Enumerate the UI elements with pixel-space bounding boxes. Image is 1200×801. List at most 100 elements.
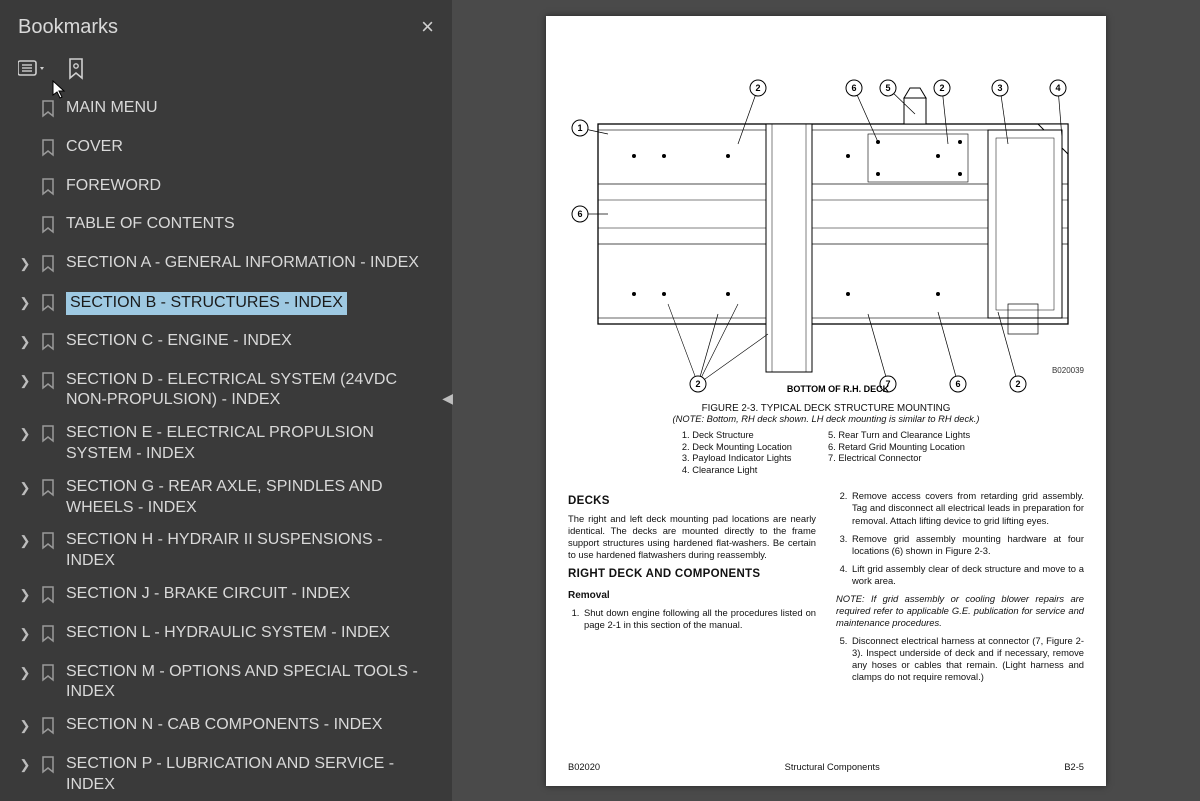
bookmark-label: SECTION E - ELECTRICAL PROPULSION SYSTEM… — [66, 423, 440, 465]
bookmark-label: SECTION M - OPTIONS AND SPECIAL TOOLS - … — [66, 662, 440, 704]
figure-id-code: B020039 — [1052, 366, 1084, 375]
bookmark-label: SECTION L - HYDRAULIC SYSTEM - INDEX — [66, 623, 440, 644]
bookmarks-title: Bookmarks — [18, 16, 118, 39]
chevron-right-icon[interactable]: ❯ — [18, 587, 32, 604]
bookmarks-panel: Bookmarks × MAIN MENU COVER FOREWORD TABLE … — [0, 0, 452, 801]
chevron-right-icon[interactable]: ❯ — [18, 426, 32, 443]
bookmark-item[interactable]: ❯ SECTION A - GENERAL INFORMATION - INDEX — [0, 247, 452, 286]
svg-text:2: 2 — [695, 379, 700, 389]
bookmark-icon — [40, 586, 58, 611]
bookmark-label: SECTION C - ENGINE - INDEX — [66, 331, 440, 352]
right-column: Remove access covers from retarding grid… — [836, 490, 1084, 688]
bookmark-item[interactable]: ❯ SECTION G - REAR AXLE, SPINDLES AND WHE… — [0, 471, 452, 525]
heading-right-deck: RIGHT DECK AND COMPONENTS — [568, 567, 816, 582]
bookmark-icon — [40, 100, 58, 125]
removal-step-4: Lift grid assembly clear of deck structu… — [850, 563, 1084, 587]
bookmark-label: TABLE OF CONTENTS — [66, 214, 440, 235]
bookmark-icon — [40, 294, 58, 319]
bookmark-icon — [40, 372, 58, 397]
removal-step-1: Shut down engine following all the proce… — [582, 607, 816, 631]
bookmark-icon — [40, 139, 58, 164]
bookmark-item[interactable]: ❯ SECTION N - CAB COMPONENTS - INDEX — [0, 709, 452, 748]
bookmark-label: MAIN MENU — [66, 98, 440, 119]
bookmark-icon — [40, 255, 58, 280]
chevron-right-icon[interactable]: ❯ — [18, 718, 32, 735]
removal-step-3: Remove grid assembly mounting hardware a… — [850, 533, 1084, 557]
svg-text:4: 4 — [1055, 83, 1060, 93]
bookmark-item[interactable]: ❯ SECTION L - HYDRAULIC SYSTEM - INDEX — [0, 617, 452, 656]
bookmark-item[interactable]: ❯ SECTION E - ELECTRICAL PROPULSION SYSTE… — [0, 417, 452, 471]
bookmark-label: FOREWORD — [66, 176, 440, 197]
svg-text:3: 3 — [997, 83, 1002, 93]
bookmark-icon — [40, 216, 58, 241]
bookmarks-list[interactable]: MAIN MENU COVER FOREWORD TABLE OF CONTENTS ❯… — [0, 92, 452, 801]
bookmark-label: COVER — [66, 137, 440, 158]
chevron-right-icon[interactable]: ❯ — [18, 665, 32, 682]
bookmark-label: SECTION J - BRAKE CIRCUIT - INDEX — [66, 584, 440, 605]
bookmark-icon — [40, 479, 58, 504]
bookmark-icon — [40, 625, 58, 650]
left-column: DECKS The right and left deck mounting p… — [568, 490, 816, 688]
chevron-right-icon[interactable]: ❯ — [18, 480, 32, 497]
figure-bottom-label: BOTTOM OF R.H. DECK — [787, 384, 890, 394]
bookmark-item[interactable]: TABLE OF CONTENTS — [0, 208, 452, 247]
bookmark-options-icon[interactable] — [18, 59, 48, 79]
bookmark-item[interactable]: ❯ SECTION P - LUBRICATION AND SERVICE - I… — [0, 748, 452, 801]
grid-note: NOTE: If grid assembly or cooling blower… — [836, 593, 1084, 629]
bookmark-item[interactable]: COVER — [0, 131, 452, 170]
bookmark-label: SECTION H - HYDRAIR II SUSPENSIONS - IND… — [66, 530, 440, 572]
svg-text:6: 6 — [577, 209, 582, 219]
svg-text:5: 5 — [885, 83, 890, 93]
heading-removal: Removal — [568, 590, 816, 603]
footer-center: Structural Components — [785, 762, 880, 772]
document-viewport[interactable]: 265234162762 BOTTOM OF R.H. DECK B020039… — [452, 0, 1200, 801]
pdf-page: 265234162762 BOTTOM OF R.H. DECK B020039… — [546, 16, 1106, 786]
bookmark-label: SECTION N - CAB COMPONENTS - INDEX — [66, 715, 440, 736]
bookmark-item[interactable]: MAIN MENU — [0, 92, 452, 131]
svg-text:6: 6 — [851, 83, 856, 93]
bookmark-item[interactable]: ❯ SECTION B - STRUCTURES - INDEX — [0, 286, 452, 325]
bookmark-label: SECTION A - GENERAL INFORMATION - INDEX — [66, 253, 440, 274]
bookmarks-toolbar — [0, 50, 452, 92]
bookmark-item[interactable]: ❯ SECTION C - ENGINE - INDEX — [0, 325, 452, 364]
bookmark-item[interactable]: ❯ SECTION D - ELECTRICAL SYSTEM (24VDC NO… — [0, 364, 452, 418]
svg-text:2: 2 — [939, 83, 944, 93]
bookmark-item[interactable]: ❯ SECTION J - BRAKE CIRCUIT - INDEX — [0, 578, 452, 617]
chevron-right-icon[interactable]: ❯ — [18, 533, 32, 550]
find-bookmark-icon[interactable] — [66, 58, 86, 80]
bookmark-icon — [40, 425, 58, 450]
heading-decks: DECKS — [568, 494, 816, 509]
removal-step-2: Remove access covers from retarding grid… — [850, 490, 1084, 526]
figure-note: (NOTE: Bottom, RH deck shown. LH deck mo… — [568, 414, 1084, 424]
chevron-right-icon[interactable]: ❯ — [18, 626, 32, 643]
bookmarks-header: Bookmarks × — [0, 0, 452, 50]
footer-left: B02020 — [568, 762, 600, 772]
chevron-right-icon[interactable]: ❯ — [18, 757, 32, 774]
bookmark-item[interactable]: ❯ SECTION M - OPTIONS AND SPECIAL TOOLS -… — [0, 656, 452, 710]
close-icon[interactable]: × — [421, 14, 434, 40]
chevron-right-icon[interactable]: ❯ — [18, 256, 32, 273]
bookmark-label: SECTION B - STRUCTURES - INDEX — [66, 292, 440, 315]
chevron-right-icon[interactable]: ❯ — [18, 295, 32, 312]
figure-legend: 1. Deck Structure2. Deck Mounting Locati… — [568, 430, 1084, 476]
bookmark-icon — [40, 756, 58, 781]
footer-right: B2-5 — [1064, 762, 1084, 772]
bookmark-icon — [40, 333, 58, 358]
chevron-right-icon[interactable]: ❯ — [18, 373, 32, 390]
decks-paragraph: The right and left deck mounting pad loc… — [568, 513, 816, 561]
collapse-panel-icon[interactable]: ◀ — [442, 390, 453, 407]
bookmark-icon — [40, 178, 58, 203]
bookmark-icon — [40, 664, 58, 689]
bookmark-label: SECTION G - REAR AXLE, SPINDLES AND WHEE… — [66, 477, 440, 519]
bookmark-label: SECTION P - LUBRICATION AND SERVICE - IN… — [66, 754, 440, 796]
bookmark-icon — [40, 717, 58, 742]
bookmark-item[interactable]: FOREWORD — [0, 170, 452, 209]
body-columns: DECKS The right and left deck mounting p… — [568, 490, 1084, 688]
bookmark-item[interactable]: ❯ SECTION H - HYDRAIR II SUSPENSIONS - IN… — [0, 524, 452, 578]
bookmark-label: SECTION D - ELECTRICAL SYSTEM (24VDC NON… — [66, 370, 440, 412]
figure-2-3: 265234162762 BOTTOM OF R.H. DECK B020039 — [568, 74, 1084, 399]
svg-text:6: 6 — [955, 379, 960, 389]
removal-step-5: Disconnect electrical harness at connect… — [850, 635, 1084, 683]
chevron-right-icon[interactable]: ❯ — [18, 334, 32, 351]
svg-text:2: 2 — [1015, 379, 1020, 389]
